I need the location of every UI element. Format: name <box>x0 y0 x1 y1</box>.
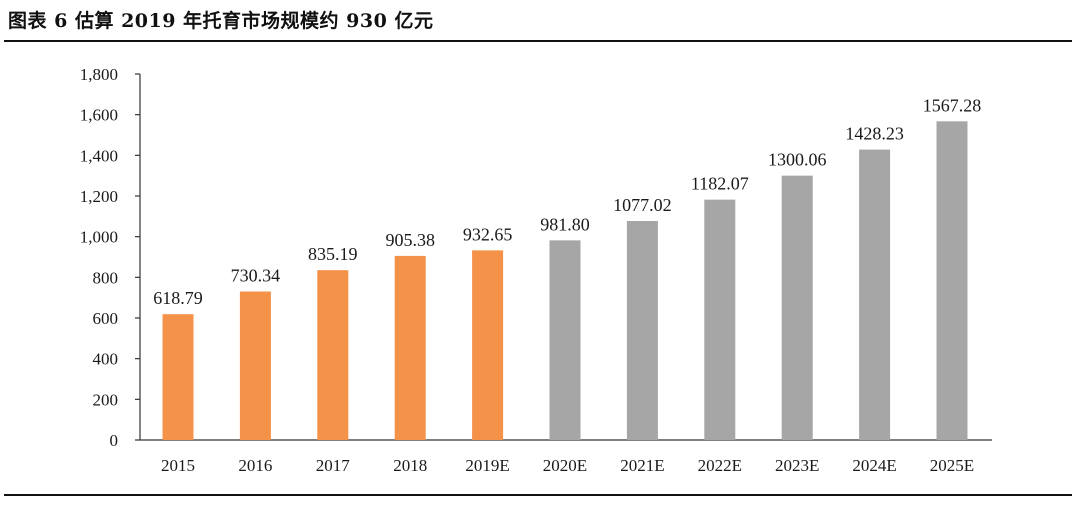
footer-rule <box>4 494 1072 496</box>
bar <box>936 121 968 440</box>
data-label: 1567.28 <box>923 95 982 115</box>
data-label: 1300.06 <box>768 150 827 170</box>
data-label: 835.19 <box>308 244 358 264</box>
y-tick-label: 1,400 <box>80 146 118 165</box>
bar <box>704 199 736 440</box>
bar <box>317 270 349 440</box>
x-tick-label: 2015 <box>161 456 195 475</box>
x-tick-label: 2022E <box>698 456 742 475</box>
y-tick-label: 600 <box>93 309 119 328</box>
y-tick-label: 800 <box>93 268 119 287</box>
y-tick-label: 400 <box>93 350 119 369</box>
y-tick-label: 200 <box>93 390 119 409</box>
x-tick-label: 2020E <box>543 456 587 475</box>
x-tick-label: 2018 <box>393 456 427 475</box>
data-label: 932.65 <box>463 224 513 244</box>
bar <box>239 291 271 440</box>
x-tick-label: 2021E <box>620 456 664 475</box>
data-label: 905.38 <box>385 230 435 250</box>
data-label: 981.80 <box>540 214 590 234</box>
x-tick-label: 2017 <box>316 456 351 475</box>
y-tick-label: 1,600 <box>80 106 118 125</box>
bar <box>162 314 194 440</box>
y-tick-label: 1,200 <box>80 187 118 206</box>
x-tick-label: 2016 <box>238 456 272 475</box>
x-tick-label: 2025E <box>930 456 974 475</box>
data-label: 730.34 <box>231 265 281 285</box>
title-rule <box>4 40 1072 42</box>
x-tick-label: 2019E <box>465 456 509 475</box>
bar <box>394 255 426 440</box>
y-tick-label: 1,000 <box>80 228 118 247</box>
bar <box>859 149 891 440</box>
bar <box>781 175 813 440</box>
bar <box>549 240 581 440</box>
x-tick-label: 2024E <box>852 456 896 475</box>
data-label: 618.79 <box>153 288 203 308</box>
x-tick-label: 2023E <box>775 456 819 475</box>
bar <box>472 250 504 440</box>
y-tick-label: 0 <box>110 431 119 450</box>
data-label: 1077.02 <box>613 195 672 215</box>
bar <box>626 221 658 440</box>
chart-title: 图表 6 估算 2019 年托育市场规模约 930 亿元 <box>8 10 434 32</box>
y-tick-label: 1,800 <box>80 65 118 84</box>
data-label: 1428.23 <box>845 124 904 144</box>
data-label: 1182.07 <box>691 174 749 194</box>
